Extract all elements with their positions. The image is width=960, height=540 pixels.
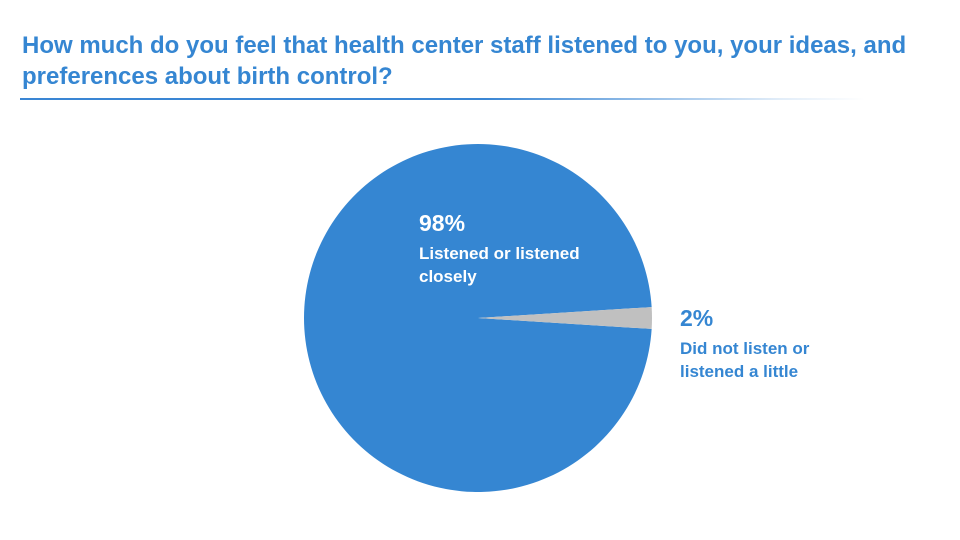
chart-title: How much do you feel that health center …: [22, 32, 907, 90]
slice-value-listened: 98%: [419, 210, 466, 236]
slice-did-not-listen: [478, 307, 653, 329]
title-underline: [20, 98, 865, 100]
slice-label-did-not-listen: 2% Did not listen or listened a little: [680, 303, 850, 383]
slice-desc-listened: Listened or listened closely: [419, 244, 580, 286]
slice-listened: [304, 143, 652, 492]
slice-desc-did-not-listen: Did not listen or listened a little: [680, 339, 810, 381]
slice-value-did-not-listen: 2%: [680, 305, 714, 331]
slice-label-listened: 98% Listened or listened closely: [419, 208, 589, 288]
